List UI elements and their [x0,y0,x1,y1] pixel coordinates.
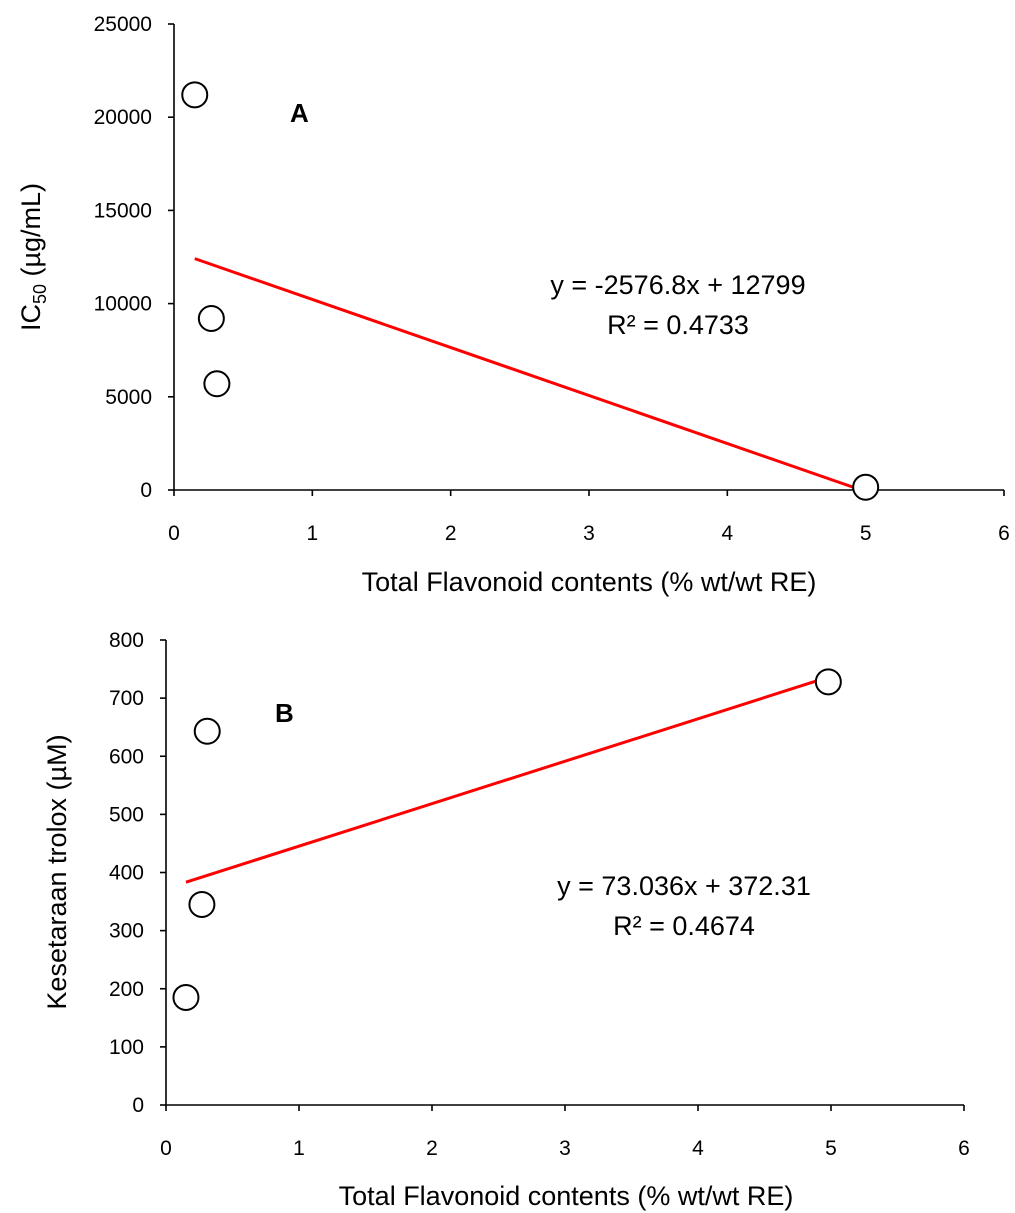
x-ticks-b: 0 1 2 3 4 5 6 [160,1105,970,1160]
y-tick-label: 200 [109,978,144,1001]
chart-a: 0 5000 10000 15000 20000 25000 0 1 2 3 4 5 6 A y = … [16,13,1010,597]
x-tick-label: 6 [958,1137,970,1160]
y-tick-label: 0 [132,1094,144,1117]
y-tick-label: 5000 [105,386,152,409]
x-tick-label: 1 [293,1137,305,1160]
r2-a: R² = 0.4733 [607,310,749,340]
y-ticks-a: 0 5000 10000 15000 20000 25000 [94,13,174,502]
points-b [172,668,842,1011]
data-point [172,983,200,1011]
x-tick-label: 3 [583,522,595,545]
y-tick-label: 400 [109,862,144,885]
y-axis-title-b: Kesetaraan trolox (µM) [42,734,72,1009]
r2-b: R² = 0.4674 [613,911,755,941]
y-tick-label: 500 [109,803,144,826]
equation-b: y = 73.036x + 372.31 [557,871,811,901]
x-tick-label: 2 [426,1137,438,1160]
y-tick-label: 700 [109,687,144,710]
data-point [193,717,221,745]
data-point [197,305,225,333]
trendline-a [194,257,863,492]
y-tick-label: 20000 [94,106,152,129]
panel-label-a: A [290,98,309,128]
data-point [188,890,216,918]
y-tick-label: 10000 [94,293,152,316]
data-point [814,668,842,696]
y-tick-label: 25000 [94,13,152,36]
x-axis-title-a: Total Flavonoid contents (% wt/wt RE) [362,567,817,597]
data-point [181,81,209,109]
panel-label-b: B [275,698,294,728]
chart-b: 0 100 200 300 400 500 600 700 800 0 1 2 3 4 5 6 B y = … [42,629,970,1211]
y-axis-title-a-unit: (µg/mL) [16,183,46,284]
y-tick-label: 300 [109,920,144,943]
y-tick-label: 0 [140,479,152,502]
x-tick-label: 2 [445,522,457,545]
x-tick-label: 0 [160,1137,172,1160]
x-tick-label: 1 [306,522,318,545]
x-tick-label: 4 [692,1137,704,1160]
x-ticks-a: 0 1 2 3 4 5 6 [168,490,1010,545]
data-point [203,370,231,398]
y-tick-label: 100 [109,1036,144,1059]
data-point [852,473,880,501]
x-axis-title-b: Total Flavonoid contents (% wt/wt RE) [339,1181,794,1211]
y-axis-title-a-main: IC [16,304,46,331]
x-tick-label: 3 [559,1137,571,1160]
x-tick-label: 5 [860,522,872,545]
y-tick-label: 800 [109,629,144,652]
x-tick-label: 5 [825,1137,837,1160]
equation-a: y = -2576.8x + 12799 [550,270,805,300]
y-axis-title-a-sub: 50 [30,284,50,304]
points-a [181,81,880,501]
y-axis-title-a: IC50 (µg/mL) [16,183,50,331]
y-tick-label: 600 [109,745,144,768]
trendline-b [185,676,828,884]
y-tick-label: 15000 [94,199,152,222]
y-ticks-b: 0 100 200 300 400 500 600 700 800 [109,629,166,1117]
x-tick-label: 6 [998,522,1010,545]
x-tick-label: 0 [168,522,180,545]
x-tick-label: 4 [721,522,733,545]
